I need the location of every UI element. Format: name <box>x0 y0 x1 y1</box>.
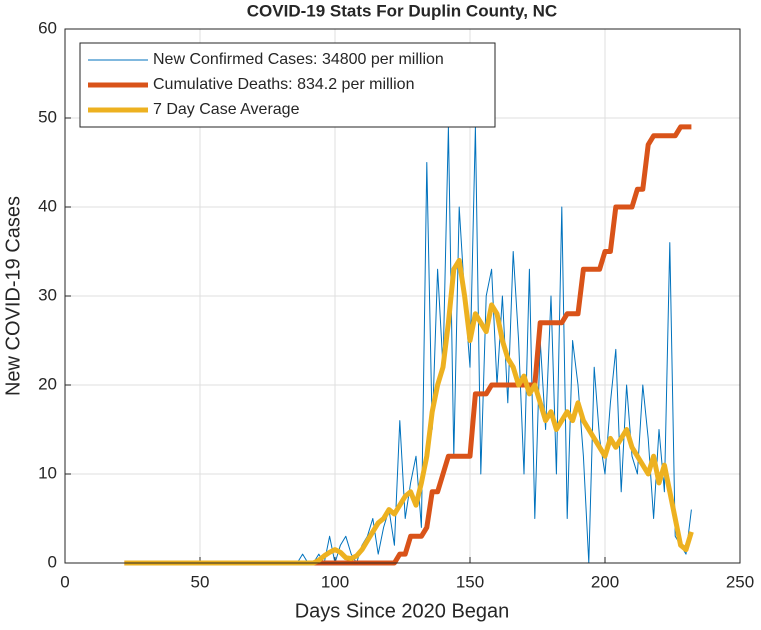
legend-label: New Confirmed Cases: 34800 per million <box>153 51 444 68</box>
x-tick-label: 150 <box>456 572 484 591</box>
y-tick-label: 40 <box>38 196 57 215</box>
y-tick-label: 20 <box>38 374 57 393</box>
axes-box <box>64 28 741 564</box>
y-tick-label: 50 <box>38 107 57 126</box>
x-tick-label: 0 <box>60 572 69 591</box>
y-tick-label: 10 <box>38 463 57 482</box>
legend-label: Cumulative Deaths: 834.2 per million <box>153 76 414 93</box>
y-tick-label: 30 <box>38 285 57 304</box>
x-axis-label: Days Since 2020 Began <box>295 600 510 622</box>
x-tick-label: 100 <box>321 572 349 591</box>
legend: New Confirmed Cases: 34800 per million Cu… <box>79 42 496 128</box>
chart-title: COVID-19 Stats For Duplin County, NC <box>247 1 557 20</box>
x-tick-label: 50 <box>191 572 210 591</box>
x-tick-label: 250 <box>726 572 754 591</box>
y-tick-label: 0 <box>48 552 57 571</box>
legend-box <box>79 42 496 128</box>
y-axis-label: New COVID-19 Cases <box>2 196 24 396</box>
x-tick-label: 200 <box>591 572 619 591</box>
legend-label: 7 Day Case Average <box>153 101 300 118</box>
y-tick-label: 60 <box>38 18 57 37</box>
